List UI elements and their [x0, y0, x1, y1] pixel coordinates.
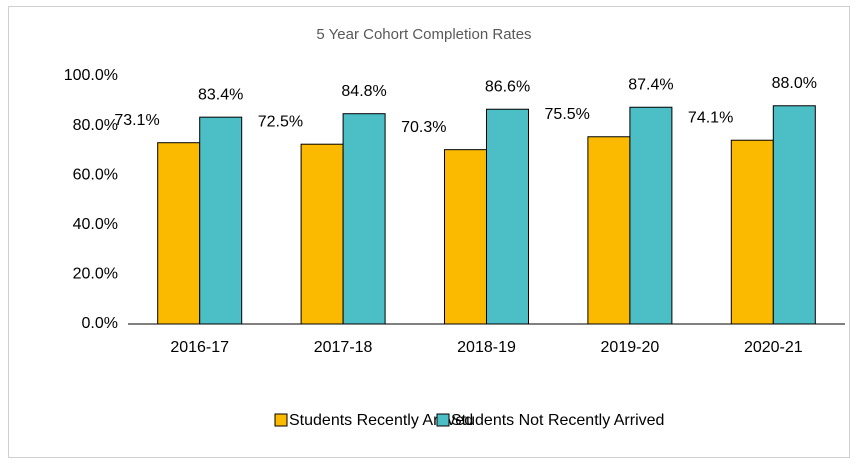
chart-border [8, 6, 850, 458]
legend-label: Students Not Recently Arrived [451, 412, 664, 429]
x-tick-label: 2020-21 [744, 339, 803, 356]
x-tick-label: 2019-20 [601, 339, 660, 356]
y-tick-label: 100.0% [64, 67, 118, 84]
y-tick-label: 80.0% [73, 117, 118, 134]
bar [157, 142, 201, 325]
x-tick-label: 2016-17 [170, 339, 229, 356]
bar [444, 149, 487, 325]
bar [486, 108, 529, 325]
bar [199, 116, 243, 325]
y-tick-label: 0.0% [82, 315, 118, 332]
bar [342, 113, 386, 325]
data-label: 87.4% [628, 76, 673, 93]
x-tick-label: 2018-19 [457, 339, 516, 356]
data-label: 73.1% [114, 112, 159, 129]
legend-swatch [436, 413, 450, 427]
y-tick-label: 40.0% [73, 216, 118, 233]
bar [587, 136, 631, 325]
data-label: 70.3% [401, 119, 446, 136]
bar [300, 143, 344, 325]
data-label: 84.8% [341, 83, 386, 100]
x-tick-label: 2017-18 [314, 339, 373, 356]
bar [730, 139, 774, 325]
legend-label: Students Recently Arrived [289, 412, 473, 429]
data-label: 86.6% [485, 78, 530, 95]
data-label: 88.0% [772, 75, 817, 92]
y-tick-label: 60.0% [73, 166, 118, 183]
legend-swatch [274, 413, 288, 427]
bar [629, 106, 673, 325]
data-label: 75.5% [545, 106, 590, 123]
data-label: 72.5% [258, 113, 303, 130]
data-label: 74.1% [688, 109, 733, 126]
data-label: 83.4% [198, 86, 243, 103]
bar [772, 105, 816, 325]
y-tick-label: 20.0% [73, 266, 118, 283]
chart-title: 5 Year Cohort Completion Rates [316, 26, 531, 43]
